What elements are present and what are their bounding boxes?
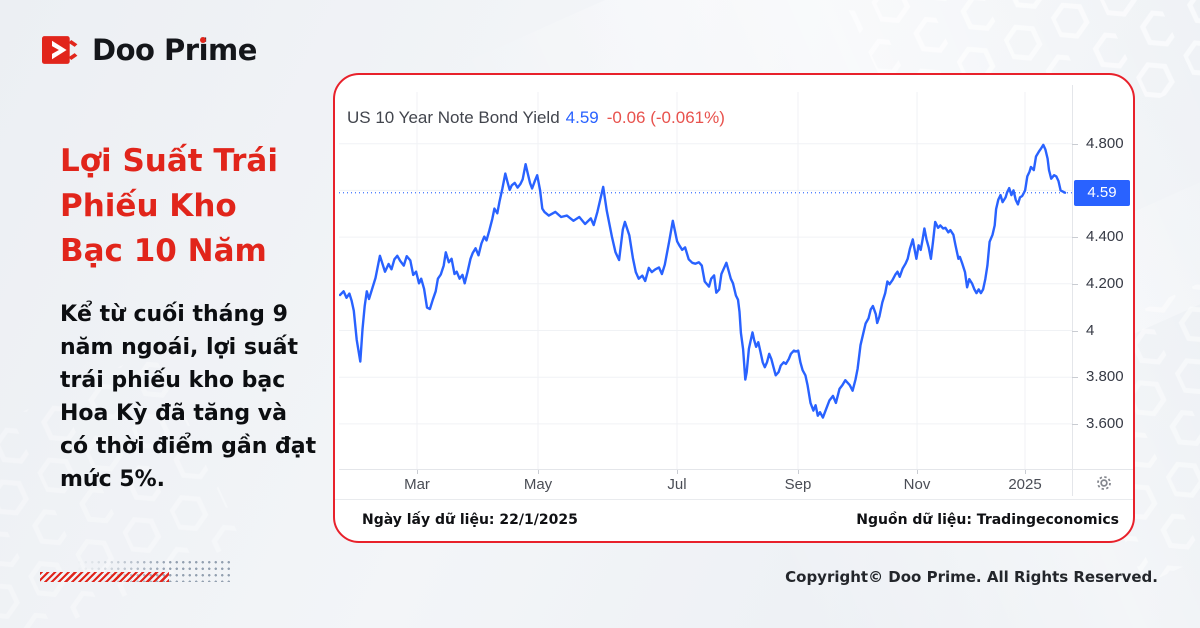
y-axis-tick [1072, 283, 1078, 285]
x-axis-tick [798, 470, 799, 474]
chart-last-value: 4.59 [565, 108, 599, 127]
y-axis-tick [1072, 423, 1078, 425]
time-scale[interactable]: Mar May Jul Sep Nov 2025 [339, 469, 1133, 500]
y-axis-label: 4 [1086, 321, 1095, 339]
doo-prime-logo: Doo Prime [42, 30, 257, 70]
x-axis-tick [1025, 470, 1026, 474]
last-price-badge: 4.59 [1074, 179, 1130, 206]
y-axis-label: 3.800 [1086, 368, 1124, 386]
y-axis-label: 4.200 [1086, 274, 1124, 292]
red-stripes-decoration [40, 572, 169, 582]
page-title: Lợi Suất Trái Phiếu Kho Bạc 10 Năm [60, 143, 278, 269]
y-axis-tick [1072, 143, 1078, 145]
yield-line-chart[interactable] [338, 92, 1072, 469]
x-axis-tick [917, 470, 918, 474]
y-axis-tick [1072, 237, 1078, 239]
settings-gear-icon[interactable] [1093, 472, 1115, 494]
doo-prime-logo-text: Doo Prime [92, 33, 257, 67]
y-axis-label: 4.800 [1086, 134, 1124, 152]
chart-change-value: -0.06 (-0.061%) [606, 108, 725, 127]
price-scale[interactable]: 4.59 4.800 4.400 4.200 4 3.800 3.600 [1072, 92, 1133, 469]
x-axis-label: Mar [404, 476, 430, 493]
x-axis-label: Jul [667, 476, 687, 493]
y-axis-tick [1072, 377, 1078, 379]
chart-card: US 10 Year Note Bond Yield 4.59 -0.06 (-0.… [333, 73, 1135, 543]
data-date-label: Ngày lấy dữ liệu: 22/1/2025 [362, 512, 578, 528]
x-axis-tick [417, 470, 418, 474]
x-axis-label: May [523, 476, 553, 493]
chart-legend: US 10 Year Note Bond Yield 4.59 -0.06 (-0.… [347, 108, 725, 128]
summary-paragraph: Kể từ cuối tháng 9 năm ngoái, lợi suất t… [60, 302, 317, 492]
chart-card-footer: Ngày lấy dữ liệu: 22/1/2025 Nguồn dữ liệ… [335, 499, 1133, 540]
chart-pane[interactable] [338, 92, 1072, 469]
data-source-label: Nguồn dữ liệu: Tradingeconomics [856, 512, 1119, 528]
y-axis-label: 3.600 [1086, 414, 1124, 432]
x-axis-label: Nov [903, 476, 931, 493]
doo-prime-logo-icon [42, 36, 78, 64]
y-axis-label: 4.400 [1086, 228, 1124, 246]
chart-series-title: US 10 Year Note Bond Yield [347, 108, 560, 127]
copyright-text: Copyright© Doo Prime. All Rights Reserve… [785, 568, 1158, 586]
x-axis-label: 2025 [1008, 476, 1042, 493]
y-axis-tick [1072, 330, 1078, 332]
x-axis-label: Sep [784, 476, 812, 493]
x-axis-tick [538, 470, 539, 474]
x-axis-tick [677, 470, 678, 474]
yield-series-line [338, 143, 1067, 419]
